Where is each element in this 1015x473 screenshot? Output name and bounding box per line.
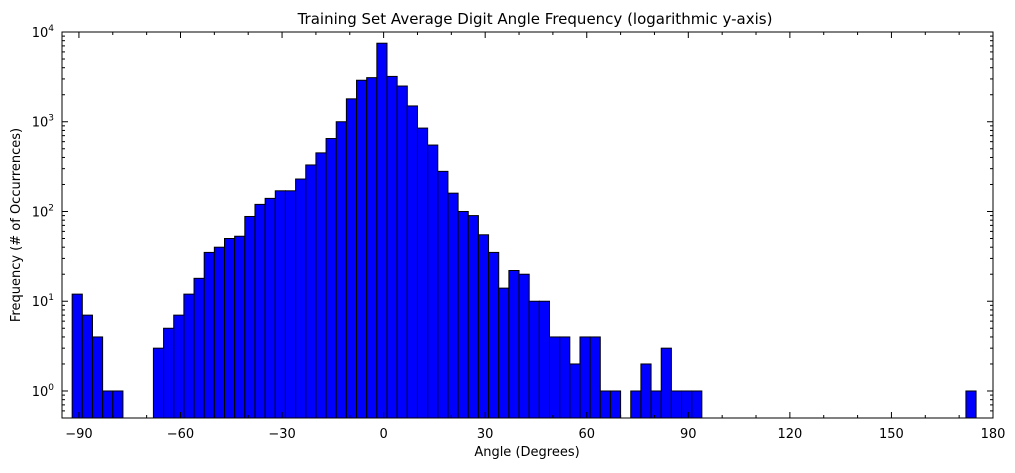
histogram-bar (366, 77, 378, 419)
histogram-bar (681, 390, 693, 419)
x-tick-label: 60 (578, 427, 595, 442)
histogram-bar (427, 144, 439, 419)
histogram-bar (274, 190, 286, 419)
x-tick-label: 90 (680, 427, 697, 442)
histogram-bar (691, 390, 703, 419)
histogram-bar (447, 192, 459, 419)
histogram-bar (234, 235, 246, 419)
histogram-bar (163, 327, 175, 419)
histogram-bar (254, 203, 266, 419)
histogram-bar (498, 287, 510, 419)
histogram-bar (335, 121, 347, 419)
histogram-bar (965, 390, 977, 419)
histogram-bar (305, 164, 317, 419)
histogram-bar (213, 246, 226, 419)
histogram-bar (508, 270, 520, 419)
histogram-bar (152, 347, 165, 419)
histogram-bar (224, 238, 236, 419)
y-axis-label: Frequency (# of Occurrences) (9, 128, 24, 322)
histogram-bar (518, 273, 530, 419)
y-tick-label: 103 (32, 114, 54, 131)
x-tick-label: 150 (879, 427, 904, 442)
x-axis-label: Angle (Degrees) (474, 445, 579, 460)
x-tick-label: 180 (981, 427, 1006, 442)
histogram-bar (488, 251, 500, 419)
histogram-bar (295, 178, 307, 419)
histogram-bar (670, 390, 683, 419)
histogram-bar (640, 363, 652, 419)
histogram-bar (193, 277, 205, 419)
histogram-bar (244, 215, 256, 419)
histogram-bar (376, 42, 388, 419)
histogram-bar (112, 390, 124, 419)
x-tick-label: −60 (167, 427, 194, 442)
y-tick-label: 101 (32, 293, 54, 310)
histogram-bar (284, 190, 297, 419)
histogram-bar (660, 347, 672, 419)
chart-title: Training Set Average Digit Angle Frequen… (297, 10, 773, 28)
x-tick-label: 30 (477, 427, 494, 442)
histogram-bar (549, 336, 561, 419)
histogram-bar (609, 390, 622, 419)
histogram-bar (538, 300, 551, 419)
histogram-bar (315, 152, 327, 419)
histogram-bar (559, 336, 571, 419)
y-tick-label: 102 (32, 203, 54, 220)
ticks-layer (62, 31, 994, 419)
histogram-bar (406, 105, 418, 419)
x-tick-label: −90 (65, 427, 92, 442)
tick-labels-layer: −90 −60 −30 0 30 60 90 120 150 180 100 101 102 103 104 (32, 24, 1006, 442)
histogram-bar (416, 127, 429, 419)
histogram-bar (203, 251, 215, 419)
histogram-bar (264, 197, 276, 419)
histogram-bar (173, 314, 185, 419)
histogram-bar (91, 336, 104, 419)
x-tick-label: 0 (379, 427, 387, 442)
histogram-bar (569, 363, 581, 419)
histogram-bar (589, 336, 601, 419)
histogram-bar (630, 390, 642, 419)
histogram-bar (457, 210, 469, 419)
x-tick-label: 120 (777, 427, 802, 442)
histogram-bar (356, 79, 368, 419)
histogram-bar (81, 314, 93, 419)
histogram-bar (477, 234, 490, 419)
y-tick-label: 100 (32, 383, 55, 400)
bars-layer (71, 42, 977, 419)
histogram-bar (599, 390, 611, 419)
histogram-bar (325, 138, 337, 419)
histogram-bar (345, 98, 358, 419)
histogram-bar (396, 85, 408, 419)
histogram-bar (102, 390, 114, 419)
y-tick-label: 104 (32, 24, 55, 41)
histogram-bar (467, 215, 479, 419)
histogram-bar (71, 293, 83, 419)
histogram-bar (650, 390, 662, 419)
histogram-bar (528, 300, 540, 419)
histogram-bar (183, 293, 195, 419)
histogram-bar (386, 75, 398, 419)
histogram-bar (437, 170, 449, 419)
histogram-bar (579, 336, 591, 419)
x-tick-label: −30 (268, 427, 295, 442)
